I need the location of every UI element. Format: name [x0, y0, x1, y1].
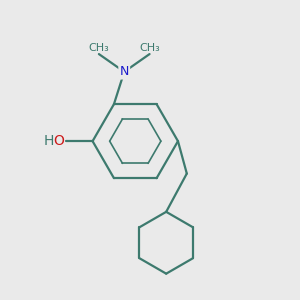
Text: CH₃: CH₃	[88, 43, 109, 52]
Text: N: N	[119, 65, 129, 78]
Text: H: H	[43, 134, 54, 148]
Text: O: O	[54, 134, 64, 148]
Text: CH₃: CH₃	[139, 43, 160, 52]
